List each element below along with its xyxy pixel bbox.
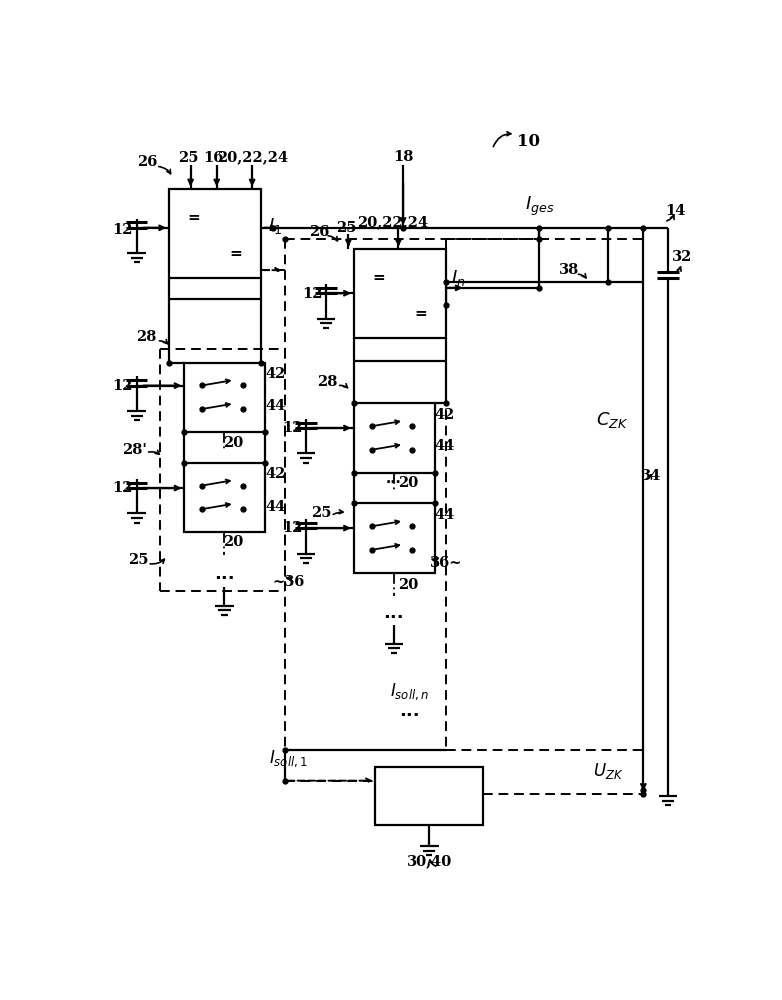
Text: 10: 10 xyxy=(517,133,540,150)
Text: 26: 26 xyxy=(138,155,158,169)
Text: 30,40: 30,40 xyxy=(407,855,452,869)
Text: =: = xyxy=(372,271,385,285)
Text: $I_n$: $I_n$ xyxy=(451,268,466,288)
Text: ...: ... xyxy=(386,472,402,486)
Text: 38: 38 xyxy=(559,263,579,277)
Bar xyxy=(185,363,265,432)
Text: 34: 34 xyxy=(641,469,661,483)
Text: 42: 42 xyxy=(265,467,285,481)
Text: 12: 12 xyxy=(113,223,133,237)
Text: $I_{ges}$: $I_{ges}$ xyxy=(526,195,555,218)
Text: 14: 14 xyxy=(665,204,686,218)
Text: 42: 42 xyxy=(435,408,455,422)
Text: 20: 20 xyxy=(223,535,243,549)
Bar xyxy=(169,189,261,278)
Bar xyxy=(185,463,265,532)
Text: 20,22,24: 20,22,24 xyxy=(357,215,428,229)
Text: ~36: ~36 xyxy=(272,575,304,589)
Bar xyxy=(353,403,435,473)
Text: 12: 12 xyxy=(113,379,133,393)
Text: 42: 42 xyxy=(265,367,285,381)
Text: $U_{ZK}$: $U_{ZK}$ xyxy=(593,761,623,781)
Text: ...: ... xyxy=(383,604,404,622)
Text: =: = xyxy=(414,307,427,321)
Bar xyxy=(353,249,447,338)
Text: 44: 44 xyxy=(265,399,285,413)
Text: 44: 44 xyxy=(435,439,455,453)
Text: 16: 16 xyxy=(203,151,224,165)
Text: $I_1$: $I_1$ xyxy=(268,216,282,236)
Text: 20: 20 xyxy=(397,476,418,490)
Text: 20,22,24: 20,22,24 xyxy=(217,150,288,164)
Text: 25: 25 xyxy=(128,553,149,567)
Text: 12: 12 xyxy=(302,287,322,301)
Text: =: = xyxy=(188,211,200,225)
Text: 25: 25 xyxy=(311,506,332,520)
Text: 12: 12 xyxy=(282,521,303,535)
Bar xyxy=(353,503,435,573)
Text: 44: 44 xyxy=(435,508,455,522)
Text: 28': 28' xyxy=(122,443,147,457)
Text: 18: 18 xyxy=(393,150,413,164)
Text: $I_{soll,1}$: $I_{soll,1}$ xyxy=(269,749,308,769)
Text: ...: ... xyxy=(214,565,235,583)
Text: ...: ... xyxy=(399,702,420,720)
Text: $I_{soll,n}$: $I_{soll,n}$ xyxy=(389,681,429,702)
Text: 12: 12 xyxy=(282,421,303,435)
Text: 12: 12 xyxy=(113,481,133,495)
Text: 28: 28 xyxy=(136,330,156,344)
Text: 28: 28 xyxy=(317,375,337,389)
Text: 44: 44 xyxy=(265,500,285,514)
Text: 20: 20 xyxy=(223,436,243,450)
Text: 25: 25 xyxy=(335,221,357,235)
Text: 36~: 36~ xyxy=(430,556,462,570)
Bar xyxy=(375,767,483,825)
Text: $C_{ZK}$: $C_{ZK}$ xyxy=(596,410,628,430)
Text: 25: 25 xyxy=(178,151,199,165)
Text: =: = xyxy=(229,247,242,261)
Text: 26: 26 xyxy=(309,225,329,239)
Text: 32: 32 xyxy=(672,250,692,264)
Text: 20: 20 xyxy=(397,578,418,592)
